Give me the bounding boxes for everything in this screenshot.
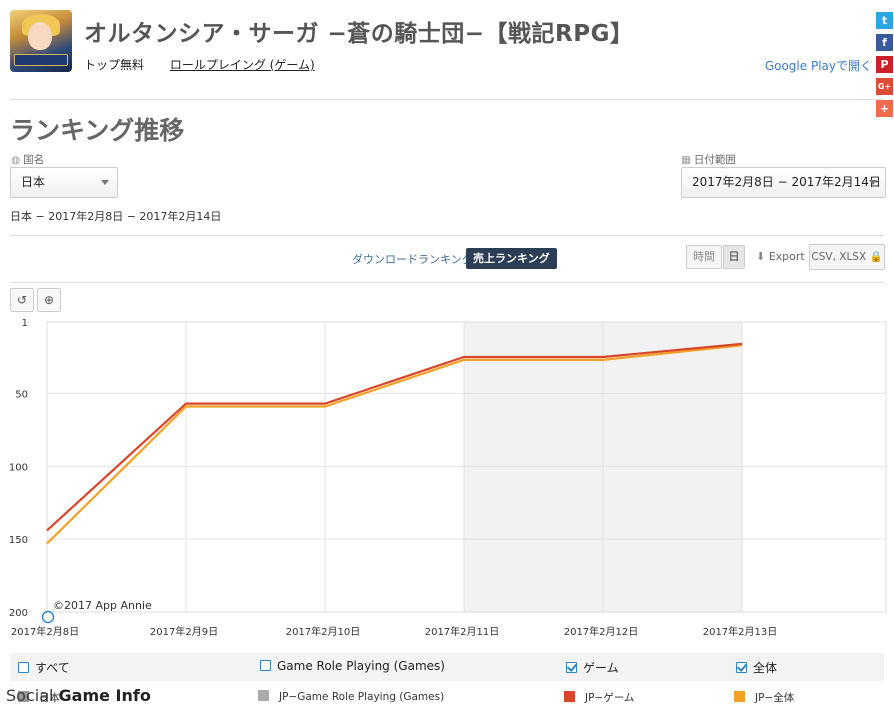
zoom-button[interactable]: ⊕ <box>37 288 61 312</box>
checkbox-icon <box>18 662 29 673</box>
granularity-day-button[interactable]: 日 <box>723 245 745 269</box>
chevron-down-icon <box>869 180 877 185</box>
reset-zoom-button[interactable]: ↺ <box>10 288 34 312</box>
app-icon-face <box>28 22 52 50</box>
annotation-marker-icon <box>41 610 55 624</box>
y-tick-label: 150 <box>9 535 28 546</box>
y-tick-label: 200 <box>9 608 28 619</box>
app-category[interactable]: トップ無料 <box>84 58 145 72</box>
legend-swatch <box>734 691 745 702</box>
magnifier-icon: ⊕ <box>43 293 55 307</box>
globe-icon: ◍ <box>11 154 21 166</box>
legend-series-japan[interactable]: 日本 <box>18 690 60 705</box>
checkbox-checked-icon <box>566 662 577 673</box>
section-title: ランキング推移 <box>10 116 185 145</box>
legend-swatch <box>18 691 29 702</box>
range-summary: 日本 − 2017年2月8日 − 2017年2月14日 <box>10 210 222 223</box>
date-range-label: ▦ 日付範囲 <box>681 154 736 166</box>
csv-xlsx-button[interactable]: CSV, XLSX 🔒 <box>809 244 885 270</box>
tab-download-ranking[interactable]: ダウンロードランキング <box>352 253 473 266</box>
checkbox-overall[interactable]: 全体 <box>736 659 777 676</box>
tab-sales-ranking[interactable]: 売上ランキング <box>466 248 557 269</box>
social-share-bar: t f P G+ + <box>876 12 894 122</box>
google-plus-icon[interactable]: G+ <box>876 78 893 95</box>
app-meta: トップ無料 ロールプレイング (ゲーム) <box>84 56 315 73</box>
checkbox-all[interactable]: すべて <box>18 659 70 676</box>
pinterest-icon[interactable]: P <box>876 56 893 73</box>
lock-icon: 🔒 <box>869 251 883 263</box>
legend-series-jp-game[interactable]: JP−ゲーム <box>564 690 634 705</box>
checkbox-game-role-playing[interactable]: Game Role Playing (Games) <box>260 659 445 673</box>
checkbox-icon <box>260 660 271 671</box>
toolbar-divider <box>10 282 884 283</box>
plot-border <box>46 321 887 613</box>
header-divider <box>10 99 884 100</box>
legend-swatch <box>564 691 575 702</box>
app-genre[interactable]: ロールプレイング (ゲーム) <box>169 58 315 72</box>
legend-series-jp-overall[interactable]: JP−全体 <box>734 690 794 705</box>
app-title: オルタンシア・サーガ −蒼の騎士団−【戦記RPG】 <box>84 21 634 47</box>
chevron-down-icon <box>101 180 109 185</box>
country-select[interactable]: 日本 <box>10 167 118 198</box>
y-tick-label: 50 <box>15 389 28 400</box>
undo-icon: ↺ <box>16 293 28 307</box>
y-tick-label: 1 <box>22 318 28 329</box>
download-icon: ⬇ <box>756 250 766 263</box>
x-tick-label: 2017年2月11日 <box>425 625 500 638</box>
google-play-link[interactable]: Google Playで開く <box>764 59 872 73</box>
twitter-icon[interactable]: t <box>876 12 893 29</box>
app-icon-logo <box>14 54 68 66</box>
plus-icon[interactable]: + <box>876 100 893 117</box>
facebook-icon[interactable]: f <box>876 34 893 51</box>
watermark: Social Game Info <box>6 686 151 705</box>
checkbox-checked-icon <box>736 662 747 673</box>
export-button[interactable]: ⬇ Export <box>756 250 805 263</box>
series-line <box>46 344 743 545</box>
x-tick-label: 2017年2月13日 <box>703 625 778 638</box>
x-tick-label: 2017年2月10日 <box>286 625 361 638</box>
granularity-hour-button[interactable]: 時間 <box>686 245 722 269</box>
calendar-icon: ▦ <box>681 154 691 166</box>
x-tick-label: 2017年2月8日 <box>11 625 79 638</box>
filter-divider <box>10 235 884 236</box>
app-icon <box>10 10 72 72</box>
copyright-label: ©2017 App Annie <box>53 599 152 612</box>
x-tick-label: 2017年2月9日 <box>150 625 218 638</box>
date-range-select[interactable]: 2017年2月8日 − 2017年2月14日 <box>681 167 886 198</box>
y-tick-label: 100 <box>9 462 28 473</box>
checkbox-game[interactable]: ゲーム <box>566 659 619 676</box>
series-line <box>46 342 743 532</box>
legend-swatch <box>258 690 269 701</box>
legend-series-jp-rpg[interactable]: JP−Game Role Playing (Games) <box>258 690 444 703</box>
x-tick-label: 2017年2月12日 <box>564 625 639 638</box>
country-label: ◍ 国名 <box>11 154 45 166</box>
